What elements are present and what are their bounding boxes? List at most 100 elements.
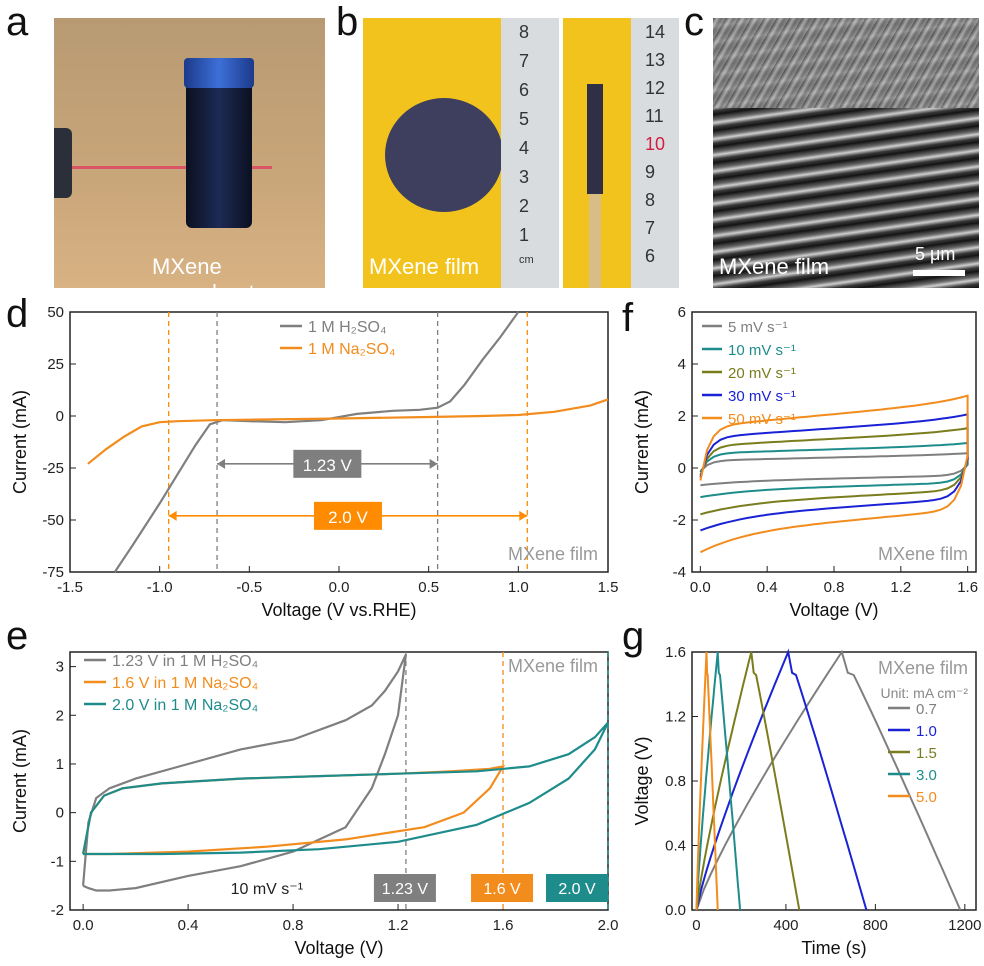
ruler-tick: 1 (519, 225, 530, 245)
legend-label: 20 mV s⁻¹ (728, 365, 796, 382)
x-tick-label: 0.0 (690, 579, 711, 596)
caption-a: MXene nanosheets (152, 254, 266, 288)
watermark: MXene film (508, 656, 598, 676)
legend-label: 30 mV s⁻¹ (728, 388, 796, 405)
ruler-tick: 12 (645, 78, 666, 98)
ruler-tick: cm (519, 254, 534, 266)
chart-f: 0.0 0.4 0.8 1.2 1.6 6 4 2 0 -2 -4 Voltage (V) Curren… (632, 304, 978, 620)
y-tick-label: 0 (56, 408, 64, 425)
x-tick-label: 2.0 (598, 917, 619, 934)
y-tick-label: -1 (51, 853, 64, 870)
annotation-box (293, 449, 362, 478)
ruler-1: 8 7 6 5 4 3 2 1 cm (501, 18, 559, 288)
x-tick-label: 0.0 (329, 579, 350, 596)
panel-letter-d: d (6, 292, 29, 336)
legend-label: 1 M Na₂SO₄ (308, 341, 395, 358)
annotation-label: 1.23 V (303, 456, 353, 475)
series-line (699, 394, 969, 554)
x-tick-label: 1.6 (957, 579, 978, 596)
x-tick-label: 0.8 (283, 917, 304, 934)
legend-label: 0.7 (916, 701, 937, 718)
x-axis-label: Time (s) (801, 938, 866, 958)
watermark: MXene film (878, 658, 968, 678)
y-tick-label: 4 (678, 356, 686, 373)
caption-c: MXene film (719, 254, 830, 279)
vial (184, 58, 254, 228)
legend-label: 1.0 (916, 723, 937, 740)
ruler-tick: 8 (645, 190, 656, 210)
series-line (82, 721, 609, 856)
ruler-tick: 4 (519, 138, 530, 158)
window-label-box (471, 874, 534, 902)
x-tick-label: 0.5 (418, 579, 439, 596)
legend-label: 1.6 V in 1 M Na₂SO₄ (112, 675, 258, 692)
window-label-box (373, 874, 436, 902)
ruler-2: 14 13 12 11 10 9 8 7 6 (631, 18, 679, 288)
x-tick-label: -1.5 (57, 579, 83, 596)
annotation-box (313, 501, 382, 530)
x-tick-label: 0.0 (73, 917, 94, 934)
legend-label: 5.0 (916, 789, 937, 806)
y-tick-label: -75 (42, 564, 64, 581)
y-tick-label: -25 (42, 460, 64, 477)
x-tick-label: -0.5 (236, 579, 262, 596)
series-line (113, 311, 520, 573)
window-label: 2.0 V (558, 881, 596, 898)
scalebar-label: 5 μm (915, 244, 956, 264)
y-axis-label: Current (mA) (10, 390, 30, 494)
y-tick-label: -4 (673, 564, 686, 581)
y-tick-label: 1.6 (665, 644, 686, 661)
watermark: MXene film (508, 544, 598, 564)
panel-letter-c: c (684, 0, 704, 44)
chart-d: -1.5 -1.0 -0.5 0.0 0.5 1.0 1.5 50 25 0 -25 -50 -75 Vo… (10, 304, 619, 620)
x-tick-label: 1.5 (598, 579, 619, 596)
x-tick-label: 0.8 (824, 579, 845, 596)
x-tick-label: -1.0 (147, 579, 173, 596)
laser-pointer (54, 128, 72, 198)
panel-letter-e: e (6, 614, 29, 658)
ruler-tick: 7 (519, 51, 530, 71)
ruler-tick: 2 (519, 196, 530, 216)
x-tick-label: 1200 (948, 917, 981, 934)
series-line (699, 441, 969, 499)
photo-mxene-film: MXene film (363, 18, 501, 288)
legend-label: 50 mV s⁻¹ (728, 411, 796, 428)
series-line (695, 651, 742, 911)
ruler-tick: 7 (645, 218, 656, 238)
x-tick-label: 1.6 (493, 917, 514, 934)
y-tick-label: 0.8 (665, 773, 686, 790)
scalebar (913, 270, 965, 276)
legend-label: 3.0 (916, 767, 937, 784)
y-axis-label: Voltage (V) (632, 736, 652, 825)
x-tick-label: 0.4 (757, 579, 778, 596)
y-tick-label: 1 (56, 756, 64, 773)
y-tick-label: 0 (678, 460, 686, 477)
y-tick-label: 1.2 (665, 709, 686, 726)
y-tick-label: -2 (51, 902, 64, 919)
x-axis-label: Voltage (V) (294, 938, 383, 958)
x-tick-label: 1.2 (388, 917, 409, 934)
y-axis-label: Current (mA) (632, 390, 652, 494)
laser-beam (72, 166, 272, 169)
panel-letter-f: f (622, 296, 634, 340)
ruler-tick: 6 (519, 80, 530, 100)
ruler-tick: 13 (645, 50, 666, 70)
legend-label: 1.5 (916, 745, 937, 762)
y-tick-label: 3 (56, 659, 64, 676)
y-tick-label: 0.4 (665, 838, 686, 855)
y-tick-label: -2 (673, 512, 686, 529)
series-line (695, 648, 868, 911)
legend-title: Unit: mA cm⁻² (880, 685, 968, 701)
panel-letter-a: a (6, 0, 29, 44)
y-tick-label: 0 (56, 805, 64, 822)
window-label: 1.6 V (483, 881, 521, 898)
ruler-tick: 6 (645, 246, 656, 266)
window-label: 1.23 V (382, 881, 429, 898)
ruler-tick: 5 (519, 109, 530, 129)
ruler-tick: 14 (645, 22, 666, 42)
series-line (695, 651, 801, 911)
caption-b: MXene film (369, 254, 480, 279)
series-line (695, 651, 719, 911)
x-tick-label: 0 (692, 917, 700, 934)
chart-g: 0 400 800 1200 1.6 1.2 0.8 0.4 0.0 Time (s) Voltag… (632, 644, 982, 958)
